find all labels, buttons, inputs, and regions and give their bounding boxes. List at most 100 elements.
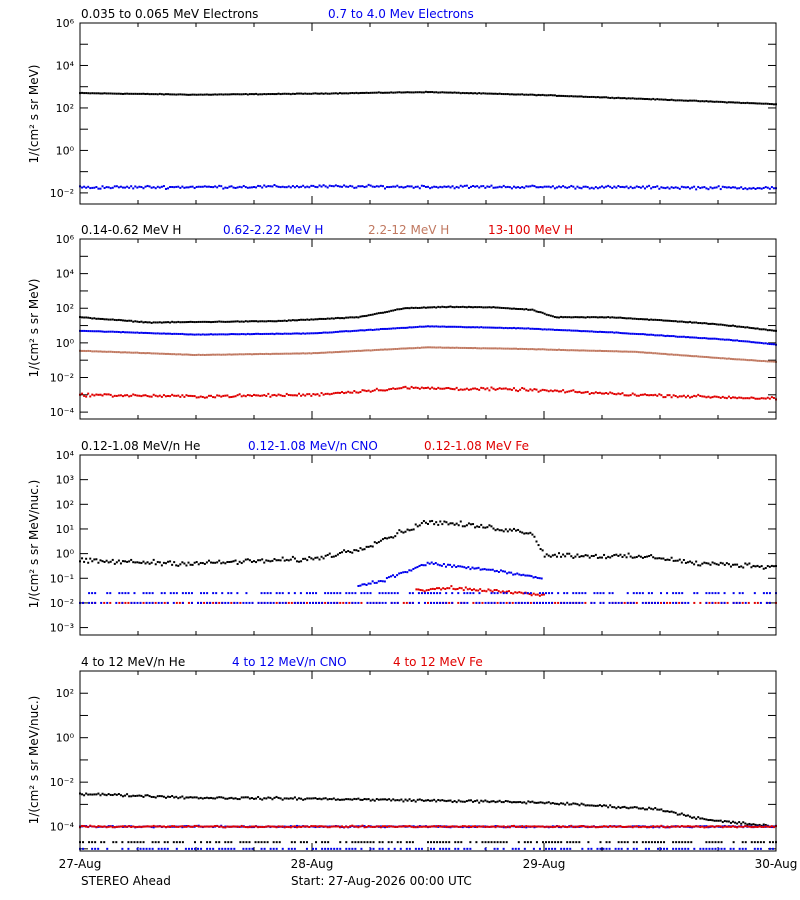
data-point [682,335,685,338]
data-point [617,350,620,353]
data-point [105,330,108,333]
data-point [298,318,301,321]
data-point [119,825,122,828]
data-point [156,825,159,828]
data-point [447,523,450,526]
data-point [363,826,366,829]
data-point [727,820,730,823]
data-point [670,98,673,101]
data-point [676,559,679,562]
data-point [144,93,147,96]
floor-point [224,601,227,604]
x-tick-label: 27-Aug [59,857,102,871]
data-point [469,523,472,526]
data-point [197,320,200,323]
y-tick-label: 10⁻² [50,776,74,789]
data-point [308,318,311,321]
data-point [695,99,698,102]
data-point [672,825,675,828]
data-point [355,391,358,394]
data-point [431,386,434,389]
data-point [347,390,350,393]
data-point [512,573,515,576]
floor-point [723,592,726,595]
floor-point [363,592,366,595]
data-point [361,185,364,188]
data-point [332,317,335,320]
data-point [738,339,741,342]
data-point [658,187,661,190]
data-point [375,91,378,94]
floor-point [212,592,215,595]
data-point [621,350,624,353]
data-point [379,348,382,351]
data-point [721,338,724,341]
data-point [492,186,495,189]
data-point [371,329,374,332]
data-point [175,564,178,567]
data-point [764,102,767,105]
data-point [588,349,591,352]
y-tick-label: 10² [56,498,74,511]
data-point [484,826,487,829]
data-point [560,186,563,189]
floor-point [160,601,163,604]
data-point [601,185,603,188]
data-point [318,184,321,187]
data-point [424,825,427,828]
data-point [543,328,546,331]
data-point [132,393,135,396]
data-point [246,826,249,829]
data-point [349,391,352,394]
data-point [377,389,380,392]
data-point [214,561,217,564]
data-point [109,350,112,353]
data-point [650,554,653,557]
data-point [363,389,366,392]
floor-point [357,601,360,604]
data-point [566,316,569,319]
data-point [173,796,176,799]
data-point [539,389,542,392]
data-point [437,386,440,389]
data-point [483,568,486,571]
data-point [195,321,198,324]
data-point [87,561,90,564]
data-point [351,551,354,554]
data-point [590,825,593,828]
data-point [390,348,393,351]
data-point [197,353,200,356]
data-point [99,825,102,828]
data-point [596,96,599,99]
data-point [240,824,243,827]
data-point [238,185,241,188]
data-point [772,360,775,363]
data-point [132,794,135,797]
data-point [768,329,771,332]
data-point [109,393,112,396]
data-point [625,97,628,100]
data-point [527,185,530,188]
data-point [451,522,454,525]
floor-point [675,841,678,844]
data-point [369,390,372,393]
floor-point [753,601,756,604]
data-point [629,185,632,188]
data-point [259,352,262,355]
data-point [555,802,558,805]
data-point [334,798,337,801]
data-point [427,825,429,828]
data-point [117,793,120,796]
data-point [445,325,448,328]
data-point [488,92,491,95]
data-point [668,826,671,829]
data-point [136,320,139,323]
data-point [253,825,255,828]
y-tick-label: 10² [56,102,74,115]
data-point [177,353,180,356]
floor-point [608,841,611,844]
data-point [455,185,458,188]
data-point [480,92,483,95]
data-point [766,342,769,345]
data-point [263,394,266,397]
